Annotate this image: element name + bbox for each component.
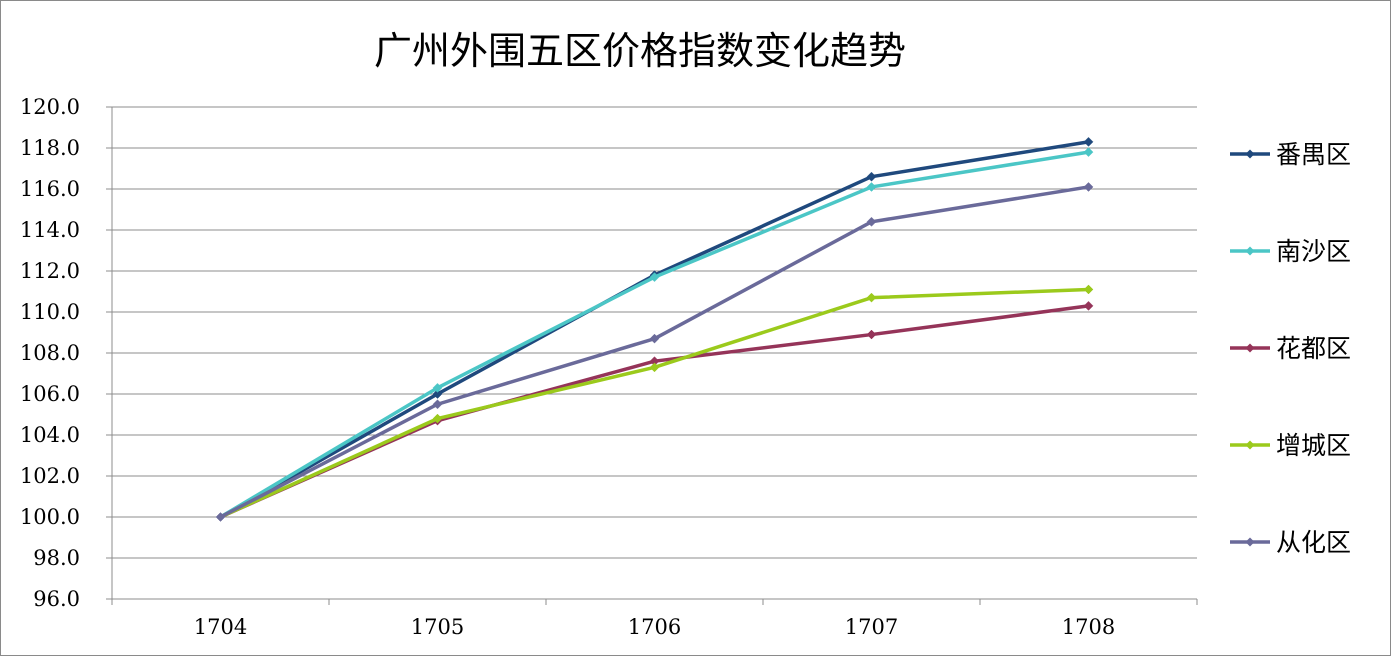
y-tick-label: 112.0	[20, 259, 80, 283]
y-tick-label: 118.0	[20, 136, 80, 160]
series-line	[218, 185, 1091, 519]
series-0	[215, 136, 1094, 522]
legend-item: 南沙区	[1230, 237, 1351, 266]
data-point	[866, 182, 877, 192]
legend-marker	[1245, 537, 1255, 547]
data-point	[866, 216, 877, 227]
legend-label: 花都区	[1276, 334, 1351, 363]
y-tick-label: 96.0	[33, 587, 80, 611]
data-point	[1083, 136, 1094, 147]
legend-item: 从化区	[1230, 528, 1351, 557]
x-tick-label: 1706	[628, 615, 681, 639]
data-point	[866, 171, 877, 182]
data-point	[432, 413, 443, 424]
legend-item: 增城区	[1230, 431, 1351, 460]
legend-label: 增城区	[1276, 431, 1351, 460]
series-4	[215, 182, 1094, 522]
grid-lines	[112, 106, 1197, 600]
legend-label: 南沙区	[1276, 237, 1351, 266]
legend-item: 番禺区	[1230, 140, 1351, 169]
x-tick-label: 1704	[194, 615, 247, 639]
y-tick-label: 116.0	[20, 177, 80, 201]
data-point	[1083, 284, 1094, 295]
data-point	[432, 382, 443, 393]
x-tick-label: 1707	[845, 615, 898, 639]
y-tick-label: 98.0	[33, 546, 80, 570]
data-point	[649, 272, 660, 283]
y-tick-label: 114.0	[20, 218, 80, 242]
data-point	[649, 333, 660, 344]
legend-marker	[1245, 343, 1255, 353]
series-lines	[215, 136, 1094, 522]
legend-item: 花都区	[1230, 334, 1351, 363]
y-tick-label: 110.0	[20, 300, 80, 324]
chart-title: 广州外围五区价格指数变化趋势	[374, 29, 906, 73]
data-point	[866, 329, 877, 340]
series-3	[215, 284, 1094, 522]
data-point	[432, 399, 443, 410]
data-point	[1083, 300, 1094, 311]
data-point	[649, 362, 660, 373]
tick-labels: 96.0 98.0 100.0 102.0 104.0 106.0 108.0 110.0 11…	[20, 95, 1115, 639]
y-tick-label: 102.0	[20, 464, 80, 488]
x-tick-label: 1705	[411, 615, 464, 639]
legend-label: 番禺区	[1276, 140, 1351, 169]
data-point	[1083, 182, 1094, 192]
legend-marker	[1245, 149, 1255, 159]
x-tick-label: 1708	[1062, 615, 1115, 639]
legend-marker	[1245, 246, 1255, 256]
axes	[106, 106, 1198, 605]
y-tick-label: 100.0	[20, 505, 80, 529]
data-point	[432, 389, 443, 399]
y-tick-label: 108.0	[20, 341, 80, 365]
data-point	[1083, 147, 1094, 157]
legend-label: 从化区	[1276, 528, 1351, 557]
data-point	[866, 292, 877, 303]
data-point	[215, 512, 226, 522]
y-tick-label: 120.0	[20, 95, 80, 119]
y-tick-label: 104.0	[20, 423, 80, 447]
y-tick-label: 106.0	[20, 382, 80, 406]
legend-marker	[1245, 440, 1255, 450]
